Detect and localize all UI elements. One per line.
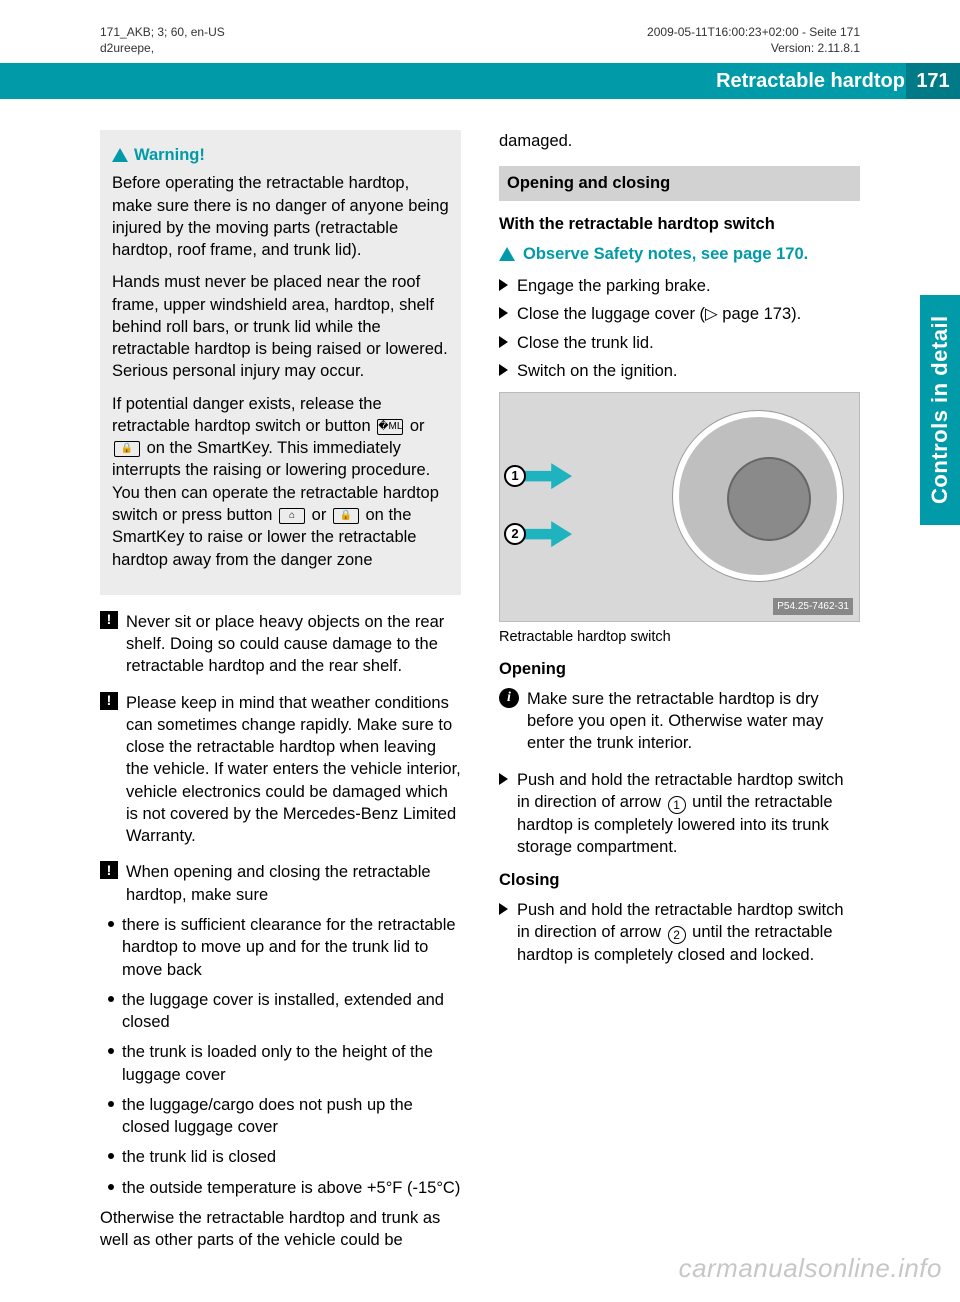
callout-2: 2 [504, 523, 526, 545]
info-open: i Make sure the retractable hardtop is d… [499, 688, 860, 755]
step-item: Push and hold the retractable hardtop sw… [499, 899, 860, 967]
exclamation-icon: ! [100, 692, 118, 710]
warning-box: Warning! Before operating the retractabl… [100, 130, 461, 595]
list-item: there is sufficient clearance for the re… [108, 914, 461, 981]
note-2: ! Please keep in mind that weather condi… [100, 692, 461, 848]
section-heading: Opening and closing [499, 166, 860, 200]
list-item: the trunk is loaded only to the height o… [108, 1041, 461, 1086]
exclamation-icon: ! [100, 861, 118, 879]
list-item: the outside temperature is above +5°F (-… [108, 1177, 461, 1199]
header-meta: 171_AKB; 3; 60, en-US d2ureepe, 2009-05-… [0, 24, 960, 56]
note-1: ! Never sit or place heavy objects on th… [100, 611, 461, 678]
step-arrow-icon [499, 773, 509, 859]
step-arrow-icon [499, 307, 509, 325]
warning-heading: Warning! [112, 144, 449, 166]
step-arrow-icon [499, 903, 509, 967]
step-arrow-icon [499, 336, 509, 354]
closing-head: Closing [499, 869, 860, 891]
list-item: the trunk lid is closed [108, 1146, 461, 1168]
info-open-text: Make sure the retractable hardtop is dry… [527, 688, 860, 755]
step-item: Switch on the ignition. [499, 360, 860, 382]
subheading: With the retractable hardtop switch [499, 213, 860, 235]
page-number: 171 [906, 63, 960, 99]
list-item: the luggage/cargo does not push up the c… [108, 1094, 461, 1139]
lock-key-icon: 🔒 [114, 441, 140, 457]
callout-1: 1 [504, 465, 526, 487]
safety-note-text: Observe Safety notes, see page 170. [523, 243, 808, 265]
note-2-text: Please keep in mind that weather conditi… [126, 692, 461, 848]
safety-note: Observe Safety notes, see page 170. [499, 243, 860, 265]
opening-head: Opening [499, 658, 860, 680]
step-item: Engage the parking brake. [499, 275, 860, 297]
list-item: the luggage cover is installed, extended… [108, 989, 461, 1034]
step-item: Push and hold the retractable hardtop sw… [499, 769, 860, 859]
callout-ref-2: 2 [668, 926, 686, 944]
figure-caption: Retractable hardtop switch [499, 628, 860, 648]
callout-ref-1: 1 [668, 796, 686, 814]
figure-hardtop-switch: 1 2 P54.25-7462-31 [499, 392, 860, 622]
note-3-list: there is sufficient clearance for the re… [100, 914, 461, 1199]
unlock-key-icon: ⌂ [279, 508, 305, 524]
page-body: Warning! Before operating the retractabl… [0, 130, 960, 1272]
note-3: ! When opening and closing the retractab… [100, 861, 461, 906]
step-item: Close the luggage cover (▷ page 173). [499, 303, 860, 325]
step-item: Close the trunk lid. [499, 332, 860, 354]
warning-p3: If potential danger exists, release the … [112, 393, 449, 571]
meta-left-1: 171_AKB; 3; 60, en-US [100, 24, 225, 40]
warning-triangle-icon [112, 148, 128, 162]
note-1-text: Never sit or place heavy objects on the … [126, 611, 461, 678]
warning-p1: Before operating the retractable hardtop… [112, 172, 449, 261]
watermark: carmanualsonline.info [679, 1251, 942, 1286]
unlock-key-icon: �ML [377, 419, 403, 435]
figure-id: P54.25-7462-31 [773, 598, 853, 616]
meta-right-2: Version: 2.11.8.1 [647, 40, 860, 56]
warning-head-text: Warning! [134, 144, 205, 166]
note-3-lead: When opening and closing the retractable… [126, 861, 461, 906]
exclamation-icon: ! [100, 611, 118, 629]
info-icon: i [499, 688, 519, 708]
chapter-title: Retractable hardtop [716, 68, 905, 95]
warning-triangle-icon [499, 247, 515, 261]
step-arrow-icon [499, 364, 509, 382]
meta-left-2: d2ureepe, [100, 40, 225, 56]
lock-key-icon: 🔒 [333, 508, 359, 524]
step-arrow-icon [499, 279, 509, 297]
warning-p2: Hands must never be placed near the roof… [112, 271, 449, 382]
meta-right-1: 2009-05-11T16:00:23+02:00 - Seite 171 [647, 24, 860, 40]
